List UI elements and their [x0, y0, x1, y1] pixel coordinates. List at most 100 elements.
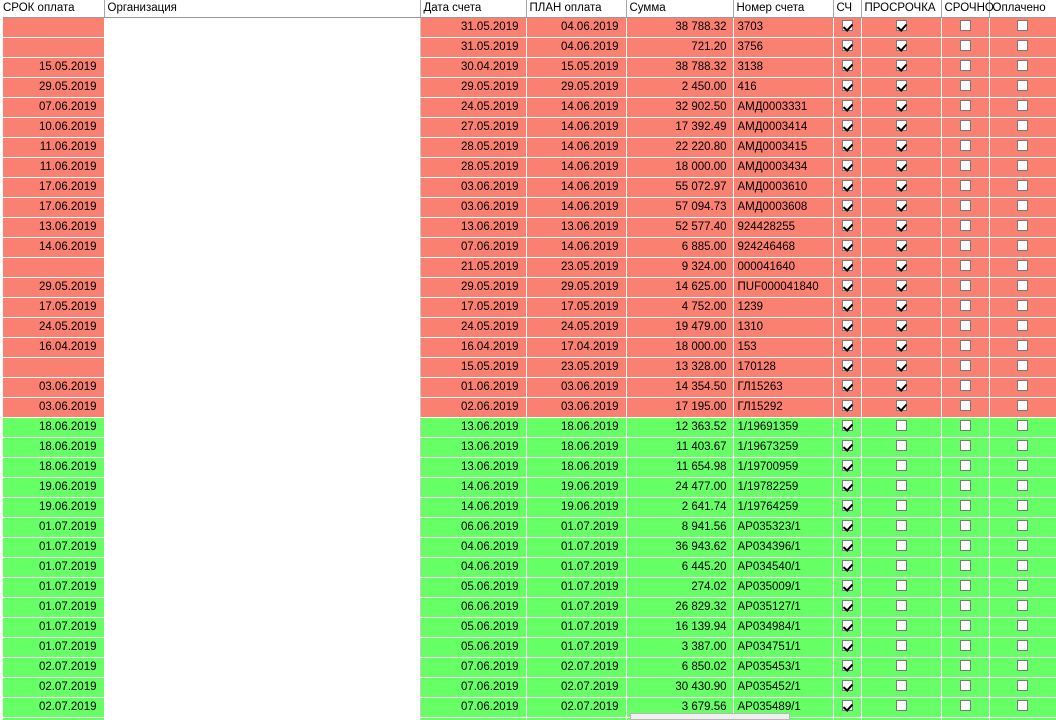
table-row[interactable]: 31.05.2019 04.06.2019 38 788.32 3703 [0, 17, 1056, 38]
cell-srochno-checkbox[interactable] [941, 257, 990, 278]
cell-oplacheno-checkbox[interactable] [989, 97, 1056, 118]
cell-sch-checkbox[interactable] [833, 497, 862, 518]
checkbox-unchecked-icon[interactable] [1017, 640, 1028, 652]
checkbox-checked-icon[interactable] [895, 100, 907, 112]
cell-sch-checkbox[interactable] [833, 237, 862, 258]
checkbox-unchecked-icon[interactable] [959, 20, 971, 32]
cell-sch-checkbox[interactable] [833, 537, 862, 558]
cell-srochno-checkbox[interactable] [941, 617, 990, 638]
checkbox-checked-icon[interactable] [841, 540, 853, 552]
table-row[interactable]: 03.06.2019 01.06.2019 03.06.2019 14 354.50 Г… [0, 377, 1056, 398]
cell-sch-checkbox[interactable] [833, 457, 862, 478]
checkbox-checked-icon[interactable] [841, 340, 853, 352]
cell-prosrochka-checkbox[interactable] [861, 217, 942, 238]
checkbox-checked-icon[interactable] [841, 40, 853, 52]
checkbox-unchecked-icon[interactable] [959, 600, 971, 612]
checkbox-unchecked-icon[interactable] [895, 420, 907, 432]
table-row[interactable]: 01.07.2019 04.06.2019 01.07.2019 36 943.62 А… [0, 537, 1056, 558]
checkbox-unchecked-icon[interactable] [959, 180, 971, 192]
cell-srochno-checkbox[interactable] [941, 537, 990, 558]
cell-prosrochka-checkbox[interactable] [861, 197, 942, 218]
checkbox-unchecked-icon[interactable] [959, 160, 971, 172]
checkbox-unchecked-icon[interactable] [895, 500, 907, 512]
table-row[interactable]: 01.07.2019 05.06.2019 01.07.2019 3 387.00 АР… [0, 637, 1056, 658]
checkbox-unchecked-icon[interactable] [959, 540, 971, 552]
cell-sch-checkbox[interactable] [833, 397, 862, 418]
checkbox-checked-icon[interactable] [841, 400, 853, 412]
checkbox-checked-icon[interactable] [841, 660, 853, 672]
checkbox-unchecked-icon[interactable] [959, 400, 971, 412]
cell-oplacheno-checkbox[interactable] [989, 477, 1056, 498]
cell-sch-checkbox[interactable] [833, 357, 862, 378]
cell-oplacheno-checkbox[interactable] [989, 317, 1056, 338]
checkbox-checked-icon[interactable] [841, 280, 853, 292]
cell-srochno-checkbox[interactable] [941, 117, 990, 138]
cell-sch-checkbox[interactable] [833, 317, 862, 338]
cell-prosrochka-checkbox[interactable] [861, 277, 942, 298]
cell-prosrochka-checkbox[interactable] [861, 357, 942, 378]
checkbox-unchecked-icon[interactable] [959, 580, 971, 592]
column-header-prosrochka[interactable]: ПРОСРОЧКА [861, 0, 942, 18]
cell-sch-checkbox[interactable] [833, 557, 862, 578]
cell-srochno-checkbox[interactable] [941, 177, 990, 198]
cell-srochno-checkbox[interactable] [941, 57, 990, 78]
checkbox-unchecked-icon[interactable] [959, 520, 971, 532]
cell-srochno-checkbox[interactable] [941, 237, 990, 258]
checkbox-unchecked-icon[interactable] [1017, 680, 1028, 692]
cell-prosrochka-checkbox[interactable] [861, 597, 942, 618]
cell-sch-checkbox[interactable] [833, 297, 862, 318]
cell-srochno-checkbox[interactable] [941, 657, 990, 678]
column-header-nomer-scheta[interactable]: Номер счета [733, 0, 834, 18]
cell-oplacheno-checkbox[interactable] [989, 357, 1056, 378]
checkbox-checked-icon[interactable] [841, 380, 853, 392]
cell-sch-checkbox[interactable] [833, 377, 862, 398]
cell-srochno-checkbox[interactable] [941, 437, 990, 458]
checkbox-unchecked-icon[interactable] [1017, 440, 1028, 452]
checkbox-checked-icon[interactable] [841, 460, 853, 472]
cell-srochno-checkbox[interactable] [941, 417, 990, 438]
checkbox-unchecked-icon[interactable] [959, 660, 971, 672]
checkbox-checked-icon[interactable] [841, 180, 853, 192]
cell-srochno-checkbox[interactable] [941, 217, 990, 238]
cell-srochno-checkbox[interactable] [941, 597, 990, 618]
cell-oplacheno-checkbox[interactable] [989, 457, 1056, 478]
cell-srochno-checkbox[interactable] [941, 397, 990, 418]
checkbox-unchecked-icon[interactable] [1017, 40, 1028, 52]
checkbox-unchecked-icon[interactable] [959, 320, 971, 332]
checkbox-unchecked-icon[interactable] [895, 520, 907, 532]
checkbox-checked-icon[interactable] [895, 240, 907, 252]
cell-prosrochka-checkbox[interactable] [861, 457, 942, 478]
checkbox-unchecked-icon[interactable] [1017, 280, 1028, 292]
table-row[interactable]: 18.06.2019 13.06.2019 18.06.2019 11 654.98 1… [0, 457, 1056, 478]
table-row[interactable]: 01.07.2019 06.06.2019 01.07.2019 8 941.56 АР… [0, 517, 1056, 538]
checkbox-checked-icon[interactable] [841, 100, 853, 112]
cell-prosrochka-checkbox[interactable] [861, 637, 942, 658]
cell-oplacheno-checkbox[interactable] [989, 177, 1056, 198]
cell-srochno-checkbox[interactable] [941, 277, 990, 298]
checkbox-checked-icon[interactable] [895, 300, 907, 312]
cell-oplacheno-checkbox[interactable] [989, 37, 1056, 58]
table-row[interactable]: 01.07.2019 05.06.2019 01.07.2019 16 139.94 А… [0, 617, 1056, 638]
cell-oplacheno-checkbox[interactable] [989, 597, 1056, 618]
table-body[interactable]: 31.05.2019 04.06.2019 38 788.32 3703 31.05.2… [0, 17, 1056, 720]
cell-sch-checkbox[interactable] [833, 57, 862, 78]
checkbox-unchecked-icon[interactable] [895, 460, 907, 472]
table-row[interactable]: 03.06.2019 02.06.2019 03.06.2019 17 195.00 Г… [0, 397, 1056, 418]
checkbox-checked-icon[interactable] [895, 200, 907, 212]
checkbox-unchecked-icon[interactable] [959, 380, 971, 392]
cell-srochno-checkbox[interactable] [941, 317, 990, 338]
table-row[interactable]: 01.07.2019 06.06.2019 01.07.2019 26 829.32 А… [0, 597, 1056, 618]
cell-oplacheno-checkbox[interactable] [989, 57, 1056, 78]
cell-sch-checkbox[interactable] [833, 17, 862, 38]
checkbox-unchecked-icon[interactable] [959, 120, 971, 132]
cell-oplacheno-checkbox[interactable] [989, 77, 1056, 98]
checkbox-unchecked-icon[interactable] [1017, 100, 1028, 112]
checkbox-unchecked-icon[interactable] [895, 560, 907, 572]
checkbox-checked-icon[interactable] [895, 280, 907, 292]
cell-prosrochka-checkbox[interactable] [861, 317, 942, 338]
cell-prosrochka-checkbox[interactable] [861, 517, 942, 538]
cell-srochno-checkbox[interactable] [941, 697, 990, 718]
checkbox-unchecked-icon[interactable] [959, 340, 971, 352]
checkbox-unchecked-icon[interactable] [1017, 620, 1028, 632]
